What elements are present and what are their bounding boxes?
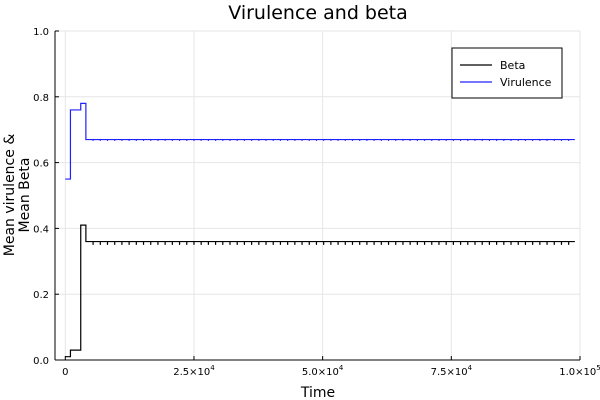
y-axis-label: Mean virulence & Mean Beta xyxy=(2,134,33,257)
y-tick-label: 0.2 xyxy=(33,290,49,301)
x-tick-label: 7.5×104 xyxy=(431,364,473,378)
legend-box xyxy=(451,47,563,99)
y-tick-label: 0.4 xyxy=(33,224,49,235)
y-tick-label: 0.6 xyxy=(33,159,49,170)
y-axis-label-line: Mean Beta xyxy=(17,158,33,233)
y-axis-label-line: Mean virulence & xyxy=(2,134,18,257)
legend: Beta Virulence xyxy=(451,47,563,99)
ticks: 0.0 0.2 0.4 0.6 0.8 1.0 0 2.5×104 5.0×104 7.5×104… xyxy=(33,27,600,378)
x-tick-label: 1.0×105 xyxy=(559,364,600,378)
x-axis-label: Time xyxy=(300,385,335,400)
y-tick-label: 1.0 xyxy=(33,27,49,38)
series-layer xyxy=(65,102,575,358)
legend-label-virulence: Virulence xyxy=(500,76,552,89)
x-tick-label: 2.5×104 xyxy=(173,364,215,378)
series-line-virulence xyxy=(65,102,575,180)
x-tick-label: 0 xyxy=(62,367,68,378)
axes xyxy=(54,31,580,361)
y-tick-label: 0.8 xyxy=(33,93,49,104)
series-line-beta xyxy=(65,224,575,358)
y-tick-label: 0.0 xyxy=(33,356,49,367)
chart-title: Virulence and beta xyxy=(228,2,408,24)
x-tick-label: 5.0×104 xyxy=(302,364,344,378)
legend-label-beta: Beta xyxy=(500,59,525,72)
